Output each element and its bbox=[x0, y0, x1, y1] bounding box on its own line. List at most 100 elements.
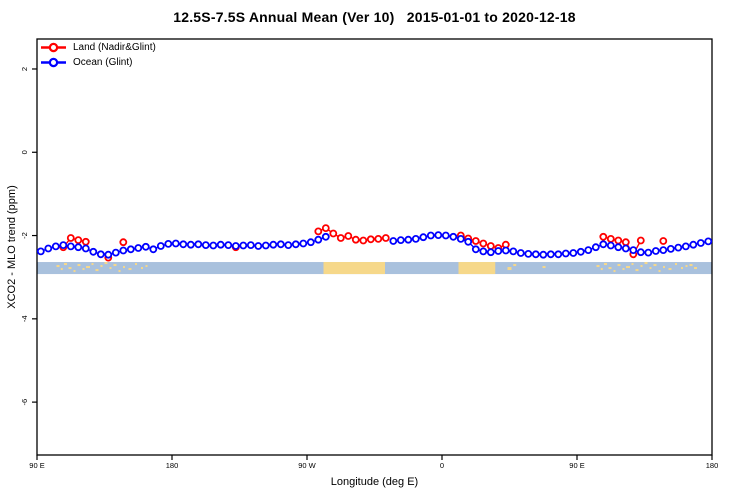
data-point bbox=[299, 239, 308, 248]
data-point bbox=[321, 224, 330, 233]
data-point bbox=[674, 243, 683, 252]
data-point bbox=[44, 244, 53, 253]
data-point bbox=[494, 247, 503, 255]
map-strip-island bbox=[128, 268, 132, 271]
map-strip-island bbox=[109, 267, 112, 270]
data-point bbox=[201, 241, 210, 250]
data-point bbox=[141, 242, 150, 251]
data-point bbox=[336, 234, 345, 242]
data-point bbox=[659, 246, 668, 255]
map-strip-island bbox=[91, 263, 94, 266]
data-point bbox=[441, 231, 450, 240]
data-point bbox=[456, 234, 465, 243]
data-point bbox=[486, 242, 495, 250]
map-strip-island bbox=[613, 270, 616, 273]
data-point bbox=[666, 244, 675, 253]
map-strip-island bbox=[635, 269, 639, 272]
map-strip-island bbox=[608, 267, 612, 270]
data-point bbox=[276, 240, 285, 249]
map-strip-island bbox=[668, 268, 672, 271]
y-tick-label: -4 bbox=[20, 315, 29, 322]
map-strip-island bbox=[145, 265, 148, 268]
data-point bbox=[576, 247, 585, 256]
map-strip-island bbox=[617, 264, 621, 267]
data-point bbox=[89, 247, 98, 256]
map-strip-island bbox=[141, 267, 143, 270]
map-strip-island bbox=[100, 265, 103, 268]
legend-label-land: Land (Nadir&Glint) bbox=[73, 42, 156, 53]
map-strip-island bbox=[689, 264, 693, 267]
data-point bbox=[554, 250, 563, 259]
data-point bbox=[111, 248, 120, 257]
data-point bbox=[96, 250, 105, 259]
data-point bbox=[509, 247, 518, 256]
data-point bbox=[186, 240, 195, 249]
data-point bbox=[539, 250, 548, 259]
data-point bbox=[471, 237, 480, 245]
map-strip-island bbox=[64, 263, 67, 266]
data-point bbox=[314, 235, 323, 244]
data-point bbox=[261, 241, 270, 250]
x-tick-label: 180 bbox=[166, 461, 179, 470]
data-point bbox=[644, 248, 653, 257]
data-point bbox=[584, 246, 593, 255]
map-strip-island bbox=[600, 268, 603, 271]
data-point bbox=[389, 237, 398, 245]
data-point bbox=[606, 234, 615, 243]
y-tick-label: -6 bbox=[20, 399, 29, 406]
data-point bbox=[599, 232, 608, 241]
data-point bbox=[614, 236, 623, 245]
data-point bbox=[74, 243, 83, 252]
map-strip-island bbox=[626, 266, 630, 269]
data-point bbox=[74, 236, 83, 245]
map-strip-island bbox=[685, 265, 688, 268]
data-point bbox=[246, 241, 255, 250]
data-point bbox=[224, 241, 233, 250]
map-strip-island bbox=[104, 262, 108, 265]
data-point bbox=[306, 238, 315, 247]
data-point bbox=[119, 246, 128, 255]
data-point bbox=[239, 241, 248, 250]
data-point bbox=[479, 247, 488, 256]
map-strip-island bbox=[640, 265, 643, 268]
data-point bbox=[104, 250, 113, 259]
map-strip-island bbox=[86, 266, 90, 269]
data-point bbox=[81, 237, 90, 246]
data-point bbox=[284, 241, 293, 250]
data-point bbox=[59, 241, 68, 250]
map-strip-island bbox=[123, 266, 125, 269]
map-strip-island bbox=[658, 270, 661, 273]
map-strip-island bbox=[663, 266, 665, 269]
data-point bbox=[231, 242, 240, 250]
data-point bbox=[636, 236, 645, 245]
map-strip-island bbox=[649, 267, 652, 270]
map-strip-island bbox=[507, 267, 512, 271]
legend-item-land: Land (Nadir&Glint) bbox=[40, 40, 156, 55]
data-point bbox=[164, 239, 173, 248]
x-tick-label: 90 E bbox=[29, 461, 44, 470]
map-strip-island bbox=[681, 267, 683, 270]
data-point bbox=[396, 236, 405, 245]
data-point bbox=[156, 242, 165, 250]
data-point bbox=[569, 249, 578, 257]
data-point bbox=[171, 239, 180, 248]
x-tick-label: 90 W bbox=[298, 461, 316, 470]
data-point bbox=[606, 241, 615, 250]
data-point bbox=[621, 244, 630, 253]
data-point bbox=[411, 234, 420, 243]
map-strip-island bbox=[644, 262, 648, 265]
data-point bbox=[134, 244, 143, 252]
map-strip-island bbox=[113, 264, 117, 267]
map-strip-island bbox=[77, 264, 81, 267]
plot-box bbox=[36, 38, 713, 456]
data-point bbox=[216, 240, 225, 249]
data-point bbox=[524, 249, 533, 258]
data-point bbox=[209, 241, 218, 250]
y-tick-label: 2 bbox=[20, 67, 29, 71]
map-strip-island bbox=[631, 263, 634, 266]
data-point bbox=[629, 246, 638, 255]
data-point bbox=[321, 232, 330, 241]
legend-item-ocean: Ocean (Glint) bbox=[40, 55, 156, 70]
data-point bbox=[119, 238, 128, 247]
data-point bbox=[36, 247, 45, 256]
